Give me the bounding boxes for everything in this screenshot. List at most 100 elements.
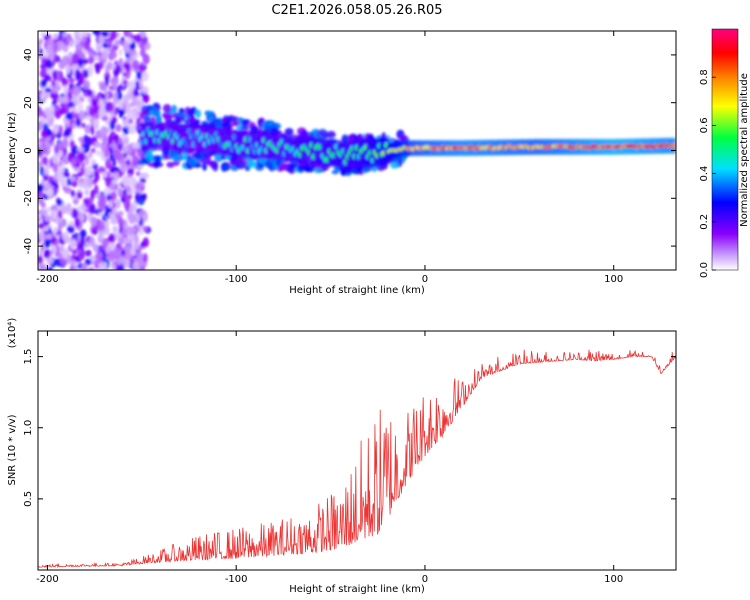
heatmap-noise-cell: [69, 260, 76, 267]
bottom-y-axis-label: SNR (10 * v/v): [7, 414, 18, 485]
heatmap-ridge-cell: [671, 143, 676, 148]
top-y-axis-label: Frequency (Hz): [7, 112, 18, 188]
heatmap-noise-cell: [110, 31, 118, 40]
heatmap-noise-cell: [123, 79, 128, 86]
heatmap-noise-cell: [38, 230, 45, 241]
heatmap-scatter-cell: [215, 118, 223, 126]
top-y-tick-label: -20: [23, 190, 34, 206]
heatmap-noise-cell: [77, 102, 84, 112]
heatmap-noise-cell: [39, 165, 44, 176]
colorbar-tick-label: 0.4: [699, 166, 710, 182]
heatmap-noise-cell: [92, 54, 100, 61]
heatmap-noise-cell: [126, 37, 133, 45]
heatmap-scatter-cell: [187, 108, 195, 118]
heatmap-noise-cell: [48, 118, 54, 126]
heatmap-noise-cell: [100, 141, 108, 152]
heatmap-noise-cell: [63, 236, 72, 244]
heatmap-noise-cell: [133, 107, 142, 113]
top-x-tick-label: -200: [36, 274, 59, 285]
heatmap-noise-cell: [82, 181, 89, 188]
heatmap-noise-cell: [98, 35, 104, 45]
heatmap-noise-cell: [38, 124, 42, 132]
heatmap-noise-cell: [103, 261, 108, 270]
top-y-ticks: -40 -20 0 20 40: [23, 49, 676, 254]
heatmap-noise-cell: [111, 77, 118, 89]
heatmap-noise-cell: [46, 206, 51, 213]
heatmap-scatter-cell: [178, 108, 185, 113]
heatmap-noise-cell: [44, 226, 49, 232]
heatmap-noise-cell: [63, 39, 69, 46]
heatmap-noise-cell: [99, 97, 104, 107]
bottom-x-axis-label: Height of straight line (km): [289, 584, 425, 595]
heatmap-noise-cell: [79, 236, 86, 248]
heatmap-noise-cell: [43, 167, 50, 176]
heatmap-noise-cell: [124, 103, 132, 115]
heatmap-noise-cell: [117, 92, 123, 101]
heatmap-noise-cell: [84, 199, 90, 208]
heatmap-noise-cell: [88, 55, 94, 65]
heatmap-noise-cell: [72, 197, 79, 205]
colorbar-ticks: 0.0 0.2 0.4 0.6 0.8: [699, 69, 716, 278]
heatmap-noise-cell: [50, 204, 58, 212]
heatmap-noise-cell: [139, 62, 145, 73]
heatmap-noise-cell: [122, 145, 129, 154]
heatmap-noise-cell: [135, 80, 140, 91]
heatmap-noise-cell: [127, 92, 135, 100]
bottom-y-scale-label: (x10⁴): [7, 318, 18, 349]
heatmap-noise-cell: [129, 203, 135, 214]
top-y-tick-label: 0: [23, 147, 34, 153]
heatmap-noise-cell: [105, 158, 112, 169]
heatmap-noise-cell: [132, 242, 140, 251]
heatmap-noise-cell: [98, 196, 107, 207]
heatmap-noise-cell: [142, 226, 148, 232]
heatmap-noise-cell: [142, 53, 150, 65]
bottom-x-tick-label: 0: [422, 574, 428, 585]
bottom-x-ticks: -200 -100 0 100: [36, 331, 623, 585]
heatmap-noise-cell: [111, 207, 118, 213]
heatmap-noise-cell: [44, 215, 52, 222]
heatmap-noise-cell: [112, 225, 118, 232]
heatmap-noise-cell: [62, 31, 68, 38]
bottom-x-tick-label: -200: [36, 574, 59, 585]
heatmap-noise-cell: [51, 80, 57, 87]
heatmap-noise-cell: [134, 142, 141, 150]
heatmap-noise-cell: [74, 38, 81, 46]
heatmap-scatter-cell: [152, 155, 161, 160]
heatmap-noise-cell: [71, 157, 76, 168]
heatmap-noise-cell: [100, 31, 109, 38]
heatmap-noise-cell: [39, 116, 47, 123]
top-x-ticks: -200 -100 0 100: [36, 31, 623, 285]
bottom-x-tick-label: -100: [225, 574, 248, 585]
heatmap-noise-cell: [99, 83, 108, 92]
heatmap-noise-cell: [52, 42, 59, 54]
heatmap-noise-cell: [118, 111, 124, 119]
heatmap-noise-cell: [65, 178, 72, 186]
heatmap-noise-cell: [44, 249, 51, 258]
heatmap-scatter-cell: [266, 121, 274, 126]
heatmap-noise-cell: [62, 43, 69, 53]
heatmap-noise-cell: [110, 216, 118, 224]
heatmap-scatter-cell: [340, 169, 347, 176]
heatmap-noise-cell: [45, 59, 53, 69]
heatmap-noise-cell: [92, 31, 99, 35]
heatmap-scatter-cell: [166, 161, 175, 168]
heatmap-noise-cell: [40, 79, 48, 88]
heatmap-noise-cell: [46, 188, 54, 198]
top-y-tick-label: 40: [23, 49, 34, 62]
heatmap-noise-cell: [123, 198, 131, 210]
heatmap-noise-cell: [122, 94, 130, 105]
heatmap-noise-cell: [61, 77, 69, 88]
heatmap-noise-cell: [98, 167, 106, 173]
heatmap-noise-cell: [48, 110, 55, 121]
heatmap-noise-cell: [55, 80, 60, 87]
heatmap-noise-cell: [70, 189, 76, 198]
heatmap-noise-cell: [125, 245, 132, 253]
heatmap-noise-cell: [81, 35, 88, 43]
heatmap-noise-cell: [105, 40, 112, 46]
heatmap-noise-cell: [55, 244, 60, 255]
heatmap-noise-cell: [117, 187, 124, 198]
heatmap-noise-cell: [98, 262, 104, 270]
heatmap-noise-cell: [54, 216, 61, 224]
heatmap-noise-cell: [95, 45, 102, 53]
heatmap-noise-cell: [52, 33, 59, 40]
